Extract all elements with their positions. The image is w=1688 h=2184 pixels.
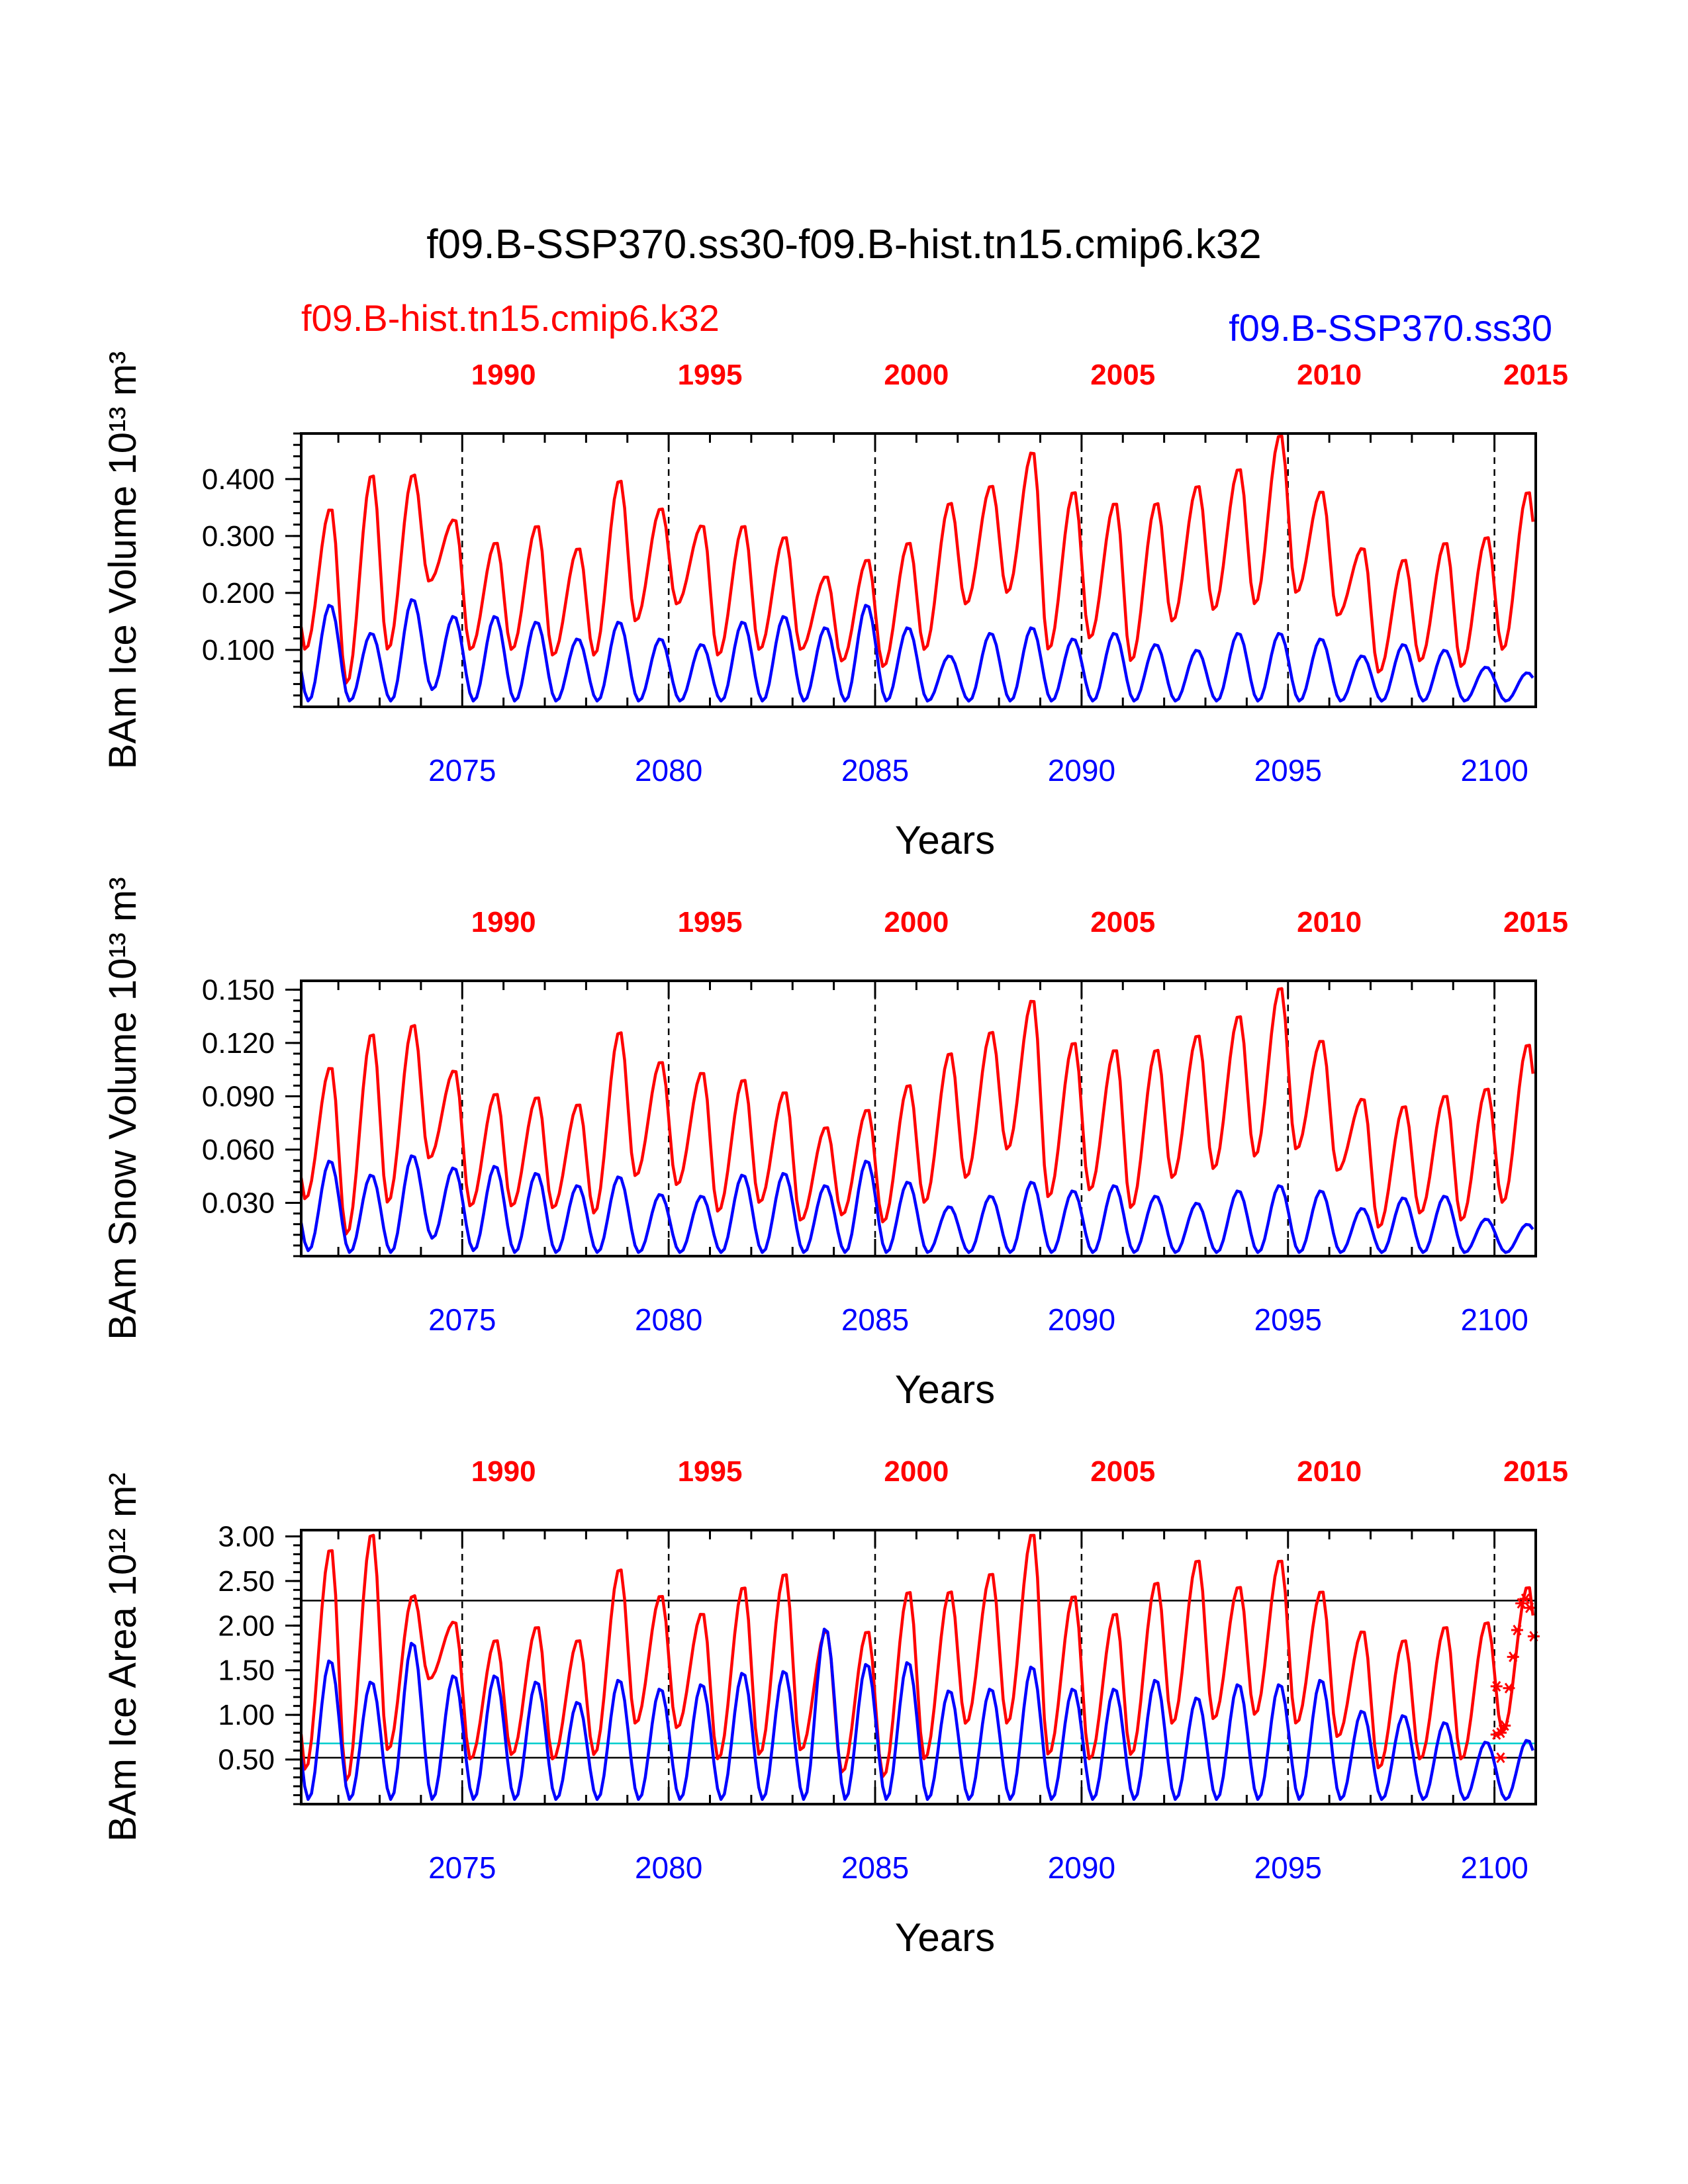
- x-tick-label-bottom: 2100: [1460, 753, 1528, 788]
- x-tick-label-top: 2015: [1503, 1455, 1568, 1488]
- marker-stroke: [1521, 1593, 1530, 1604]
- marker-stroke: [1513, 1624, 1522, 1636]
- marker-point: [1511, 1624, 1523, 1636]
- marker-point: [1527, 1631, 1540, 1642]
- marker-stroke: [1525, 1602, 1534, 1614]
- y-tick-label: 2.00: [218, 1610, 275, 1642]
- x-tick-label-bottom: 2090: [1048, 753, 1115, 788]
- x-tick-label-top: 1990: [471, 906, 536, 938]
- y-axis-label: BAm Ice Volume 10¹³ m³: [101, 351, 144, 770]
- x-tick-label-bottom: 2100: [1460, 1302, 1528, 1337]
- x-tick-label-bottom: 2090: [1048, 1302, 1115, 1337]
- x-axis-label: Years: [895, 1915, 995, 1960]
- x-tick-label-top: 2005: [1090, 906, 1155, 938]
- y-tick-label: 0.200: [202, 577, 275, 610]
- series-line-hist: [299, 1533, 1535, 1782]
- x-tick-label-bottom: 2090: [1048, 1850, 1115, 1885]
- marker-point: [1507, 1651, 1519, 1662]
- marker-point: [1503, 1682, 1515, 1694]
- y-axis-label: BAm Snow Volume 10¹³ m³: [101, 877, 144, 1340]
- x-tick-label-top: 1995: [678, 359, 743, 391]
- x-tick-label-top: 2005: [1090, 359, 1155, 391]
- x-tick-label-top: 2010: [1297, 906, 1362, 938]
- x-tick-label-top: 2010: [1297, 1455, 1362, 1488]
- panel-ice-area: 2075 2080 2085 2090 2095 2100 1990 1995 2000 2005…: [101, 1455, 1568, 1960]
- x-tick-label-bottom: 2080: [635, 1302, 702, 1337]
- series-line-hist: [299, 434, 1535, 685]
- x-tick-label-bottom: 2075: [428, 753, 496, 788]
- marker-point: [1494, 1727, 1507, 1739]
- x-tick-label-top: 2005: [1090, 1455, 1155, 1488]
- y-tick-label: 0.030: [202, 1187, 275, 1219]
- x-tick-label-top: 2000: [884, 1455, 949, 1488]
- x-tick-label-top: 1995: [678, 906, 743, 938]
- x-axis-label: Years: [895, 818, 995, 862]
- marker-stroke: [1496, 1752, 1505, 1763]
- x-tick-label-bottom: 2095: [1254, 1850, 1322, 1885]
- x-tick-label-top: 2015: [1503, 906, 1568, 938]
- series-line-ssp370: [299, 1627, 1534, 1801]
- marker-stroke: [1492, 1680, 1501, 1692]
- y-tick-label: 0.400: [202, 463, 275, 496]
- y-tick-label: 0.300: [202, 520, 275, 553]
- y-tick-label: 0.100: [202, 634, 275, 666]
- x-tick-label-bottom: 2095: [1254, 1302, 1322, 1337]
- series-line-ssp370: [299, 1154, 1534, 1254]
- series-line-ssp370: [299, 598, 1534, 703]
- marker-point: [1490, 1680, 1503, 1692]
- x-tick-label-top: 2015: [1503, 359, 1568, 391]
- x-tick-label-top: 2000: [884, 906, 949, 938]
- legend-blue-case: f09.B-SSP370.ss30: [1229, 307, 1552, 349]
- marker-point: [1523, 1602, 1536, 1614]
- y-tick-label: 0.150: [202, 974, 275, 1006]
- x-tick-label-bottom: 2095: [1254, 753, 1322, 788]
- x-tick-label-bottom: 2075: [428, 1850, 496, 1885]
- y-tick-label: 0.060: [202, 1134, 275, 1166]
- x-tick-label-top: 1990: [471, 359, 536, 391]
- y-axis-label: BAm Ice Area 10¹² m²: [101, 1473, 144, 1842]
- x-tick-label-bottom: 2085: [841, 1850, 909, 1885]
- x-tick-label-top: 1995: [678, 1455, 743, 1488]
- x-tick-label-bottom: 2075: [428, 1302, 496, 1337]
- x-tick-label-bottom: 2080: [635, 1850, 702, 1885]
- y-tick-label: 1.50: [218, 1655, 275, 1687]
- plot-frame: [300, 1529, 1537, 1805]
- x-tick-label-bottom: 2085: [841, 753, 909, 788]
- y-tick-label: 1.00: [218, 1699, 275, 1731]
- marker-point: [1494, 1752, 1507, 1763]
- marker-point: [1519, 1593, 1532, 1604]
- x-tick-label-bottom: 2085: [841, 1302, 909, 1337]
- legend-red-case: f09.B-hist.tn15.cmip6.k32: [301, 297, 720, 339]
- panel-snow-volume: 2075 2080 2085 2090 2095 2100 1990 1995 2000 2005…: [101, 877, 1568, 1412]
- y-tick-label: 3.00: [218, 1520, 275, 1553]
- x-axis-label: Years: [895, 1367, 995, 1412]
- series-line-hist: [299, 987, 1535, 1236]
- y-tick-label: 0.090: [202, 1080, 275, 1113]
- panel-ice-volume: 2075 2080 2085 2090 2095 2100 1990 1995 2000 2005…: [101, 351, 1568, 862]
- figure-title: f09.B-SSP370.ss30-f09.B-hist.tn15.cmip6.…: [426, 222, 1261, 267]
- y-tick-label: 0.120: [202, 1027, 275, 1060]
- x-tick-label-bottom: 2100: [1460, 1850, 1528, 1885]
- x-tick-label-bottom: 2080: [635, 753, 702, 788]
- marker-stroke: [1496, 1727, 1505, 1739]
- x-tick-label-top: 2010: [1297, 359, 1362, 391]
- marker-stroke: [1504, 1682, 1514, 1694]
- y-tick-label: 2.50: [218, 1565, 275, 1598]
- marker-stroke: [1509, 1651, 1518, 1662]
- x-tick-label-top: 2000: [884, 359, 949, 391]
- y-tick-label: 0.50: [218, 1744, 275, 1776]
- x-tick-label-top: 1990: [471, 1455, 536, 1488]
